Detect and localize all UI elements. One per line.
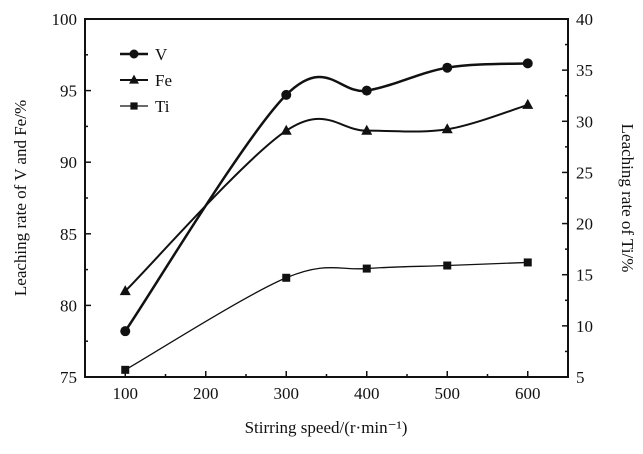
y-tick-label: 90 (60, 153, 77, 172)
y2-tick-label: 15 (576, 266, 593, 285)
y2-tick-label: 10 (576, 317, 593, 336)
y-tick-label: 75 (60, 368, 77, 387)
y-tick-label: 80 (60, 296, 77, 315)
legend-marker (129, 74, 139, 84)
series-line-Fe (124, 103, 529, 292)
legend-marker (129, 49, 139, 59)
y-tick-label: 85 (60, 225, 77, 244)
x-tick-label: 500 (435, 384, 461, 403)
data-point-Fe (361, 124, 373, 135)
data-point-V (442, 62, 453, 73)
y2-tick-label: 30 (576, 112, 593, 131)
legend-label: V (155, 45, 168, 64)
data-point-Fe (441, 123, 453, 134)
data-point-Ti (282, 273, 291, 282)
data-point-V (522, 58, 533, 69)
y2-tick-label: 25 (576, 163, 593, 182)
legend-label: Ti (155, 97, 170, 116)
data-point-Ti (443, 261, 452, 270)
plot-frame (84, 18, 569, 378)
x-tick-label: 400 (354, 384, 380, 403)
data-point-Fe (522, 98, 534, 109)
y-tick-label: 100 (52, 10, 78, 29)
legend-marker (130, 102, 138, 110)
y2-axis-label: Leaching rate of Ti/% (618, 124, 637, 273)
x-tick-label: 300 (274, 384, 300, 403)
data-point-V (120, 326, 131, 337)
x-tick-label: 600 (515, 384, 541, 403)
legend-label: Fe (155, 71, 172, 90)
data-point-Ti (362, 264, 371, 273)
data-point-V (361, 85, 372, 96)
x-tick-label: 100 (113, 384, 139, 403)
data-point-Fe (119, 285, 131, 296)
y-axis-label: Leaching rate of V and Fe/% (11, 100, 30, 296)
y-tick-label: 95 (60, 82, 77, 101)
series-line-Ti (124, 261, 528, 371)
x-axis-label: Stirring speed/(r·min⁻¹) (245, 418, 408, 437)
y2-tick-label: 40 (576, 10, 593, 29)
series-line-V (124, 62, 528, 332)
x-tick-label: 200 (193, 384, 219, 403)
data-point-Ti (121, 365, 130, 374)
data-point-V (281, 89, 292, 100)
y2-tick-label: 5 (576, 368, 585, 387)
y2-tick-label: 35 (576, 61, 593, 80)
y2-tick-label: 20 (576, 215, 593, 234)
data-point-Ti (523, 258, 532, 267)
data-point-Fe (280, 124, 292, 135)
